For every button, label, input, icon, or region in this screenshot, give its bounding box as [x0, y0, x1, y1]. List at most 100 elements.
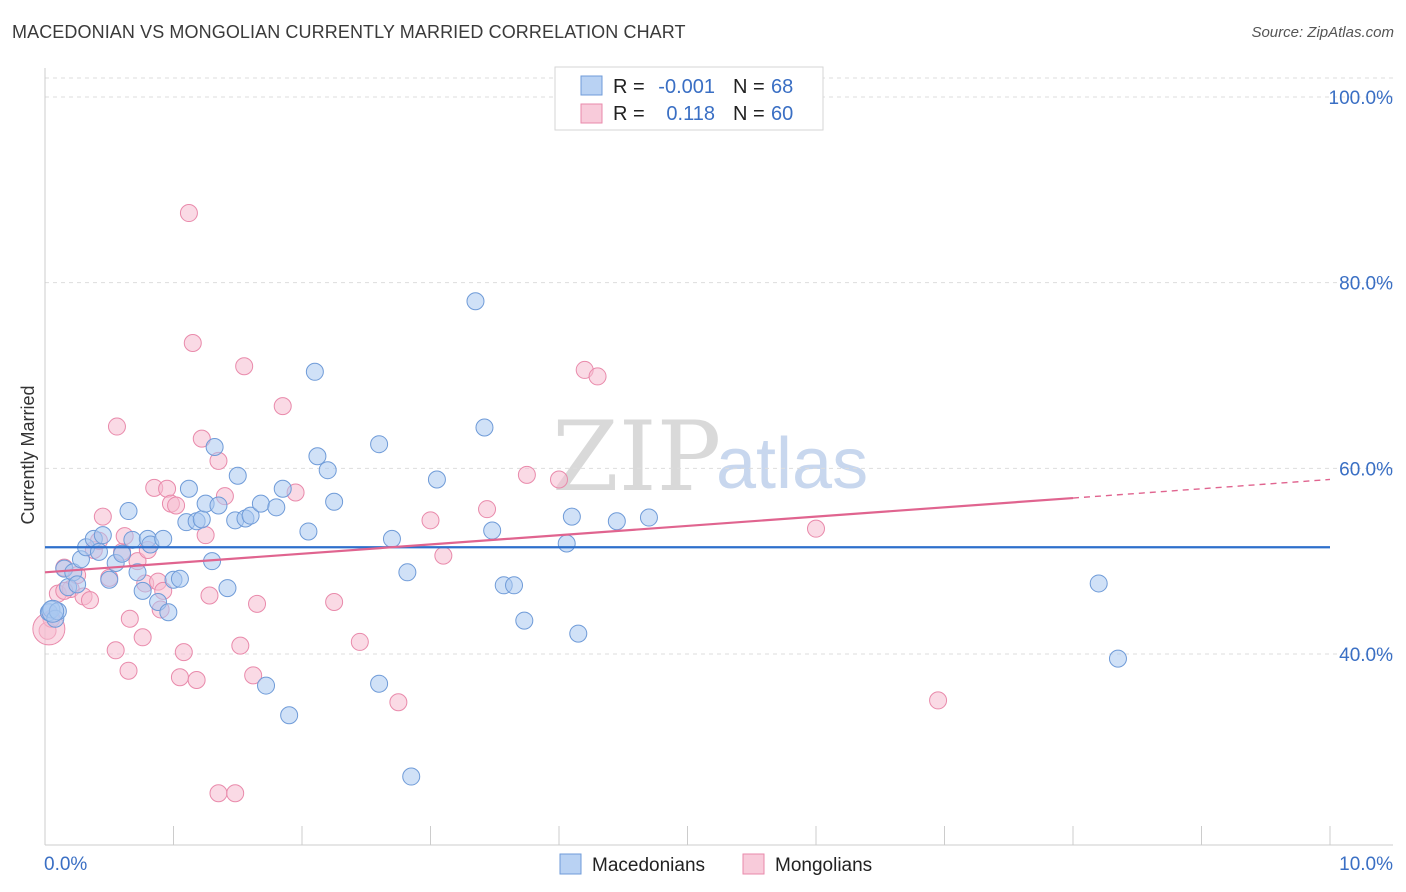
- macedonians-point-54: [402, 767, 421, 786]
- macedonians-point-24: [159, 603, 178, 622]
- macedonians-point-12: [93, 526, 112, 545]
- macedonians-point-51: [370, 674, 389, 693]
- macedonians-point-35: [218, 579, 237, 598]
- legend-n-value-1: 68: [771, 76, 793, 98]
- macedonians-point-62: [557, 534, 576, 553]
- macedonians-point-28: [179, 479, 198, 498]
- legend-mongolians-swatch: [742, 853, 765, 875]
- watermark-zip: ZIP: [552, 401, 721, 513]
- macedonians-point-57: [475, 418, 494, 437]
- chart-title: MACEDONIAN VS MONGOLIAN CURRENTLY MARRIE…: [12, 22, 686, 42]
- watermark-atlas: atlas: [716, 424, 868, 504]
- y-axis-title: Currently Married: [18, 385, 38, 524]
- macedonians-point-44: [280, 706, 299, 725]
- macedonians-swatch: [580, 75, 603, 96]
- mongolians-point-44: [325, 593, 344, 612]
- mongolians-point-50: [550, 470, 568, 489]
- macedonians-point-41: [257, 676, 276, 695]
- source-label: Source: ZipAtlas.com: [1251, 24, 1394, 41]
- mongolians-point-38: [231, 636, 250, 655]
- macedonians-point-64: [569, 624, 588, 643]
- mongolians-point-54: [226, 784, 245, 803]
- mongolians-point-40: [244, 666, 263, 685]
- legend-r-label-1: R =: [613, 76, 645, 98]
- macedonians-cluster-point: [41, 599, 65, 623]
- mongolians-point-39: [235, 357, 254, 376]
- macedonians-point-13: [100, 570, 119, 589]
- mongolians-point-35: [200, 586, 219, 605]
- mongolians-point-13: [107, 417, 126, 436]
- mongolians-point-16: [120, 609, 139, 628]
- macedonians-point-67: [1089, 574, 1108, 593]
- macedonians-point-40: [251, 494, 270, 513]
- y-tick-label-60: 60.0%: [1339, 459, 1393, 480]
- legend-r-label-2: R =: [613, 103, 645, 125]
- macedonians-point-16: [119, 502, 138, 521]
- mongolians-point-27: [167, 496, 186, 515]
- mongolians-trend-extension: [1072, 478, 1331, 499]
- mongolians-swatch: [580, 103, 603, 124]
- macedonians-point-11: [89, 542, 108, 561]
- mongolians-point-41: [248, 594, 267, 613]
- legend-macedonians-label: Macedonians: [592, 855, 705, 876]
- mongolians-point-59: [517, 465, 536, 484]
- macedonians-point-48: [318, 461, 337, 480]
- stats-legend: R = -0.001 N = 68 R = 0.118 N = 60: [554, 66, 824, 131]
- macedonians-point-34: [209, 496, 228, 515]
- trend-lines: [44, 478, 1331, 574]
- mongolians-point-15: [119, 661, 138, 680]
- x-axis-ticks: [44, 826, 1331, 845]
- mongolians-point-25: [158, 479, 177, 498]
- mongolians-point-56: [929, 691, 948, 710]
- macedonians-point-58: [483, 521, 502, 540]
- legend-n-label-2: N =: [733, 103, 765, 125]
- mongolians-point-47: [421, 511, 440, 530]
- macedonians-point-17: [123, 530, 142, 549]
- mongolians-point-55: [807, 519, 825, 538]
- macedonians-point-45: [299, 522, 318, 541]
- mongolians-point-48: [434, 546, 453, 565]
- y-tick-label-80: 80.0%: [1339, 274, 1393, 295]
- mongolians-point-32: [187, 670, 206, 689]
- legend-r-value-2: 0.118: [666, 103, 715, 125]
- y-tick-label-40: 40.0%: [1339, 645, 1393, 666]
- mongolians-point-7: [80, 591, 99, 610]
- macedonians-point-18: [128, 563, 147, 582]
- mongolians-point-30: [179, 204, 198, 223]
- legend-r-value-1: -0.001: [658, 76, 715, 98]
- macedonians-point-37: [228, 466, 247, 485]
- macedonians-point-46: [305, 362, 324, 381]
- mongolians-point-31: [183, 334, 202, 353]
- macedonians-point-61: [515, 611, 534, 630]
- macedonians-point-65: [607, 512, 626, 531]
- mongolians-point-10: [93, 507, 112, 526]
- series-legend: Macedonians Mongolians: [559, 853, 872, 876]
- legend-mongolians-label: Mongolians: [775, 855, 872, 876]
- mongolians-point-28: [170, 668, 189, 687]
- mongolians-point-18: [133, 628, 152, 647]
- macedonians-point-23: [154, 529, 173, 548]
- macedonians-point-60: [505, 576, 524, 595]
- macedonians-point-19: [133, 581, 152, 600]
- macedonians-point-53: [398, 563, 417, 582]
- macedonians-point-56: [466, 292, 485, 311]
- mongolians-trend-line: [44, 496, 1074, 574]
- macedonians-point-7: [68, 575, 87, 594]
- macedonians-point-15: [113, 544, 132, 563]
- macedonians-point-55: [427, 470, 446, 489]
- y-tick-label-100: 100.0%: [1329, 88, 1394, 109]
- y-axis-labels: 40.0% 60.0% 80.0% 100.0%: [1329, 88, 1394, 666]
- macedonians-point-47: [308, 447, 327, 466]
- macedonians-point-30: [192, 510, 211, 529]
- x-tick-label-max: 10.0%: [1339, 854, 1393, 875]
- mongolians-point-49: [478, 500, 497, 519]
- legend-macedonians-swatch: [559, 853, 582, 875]
- mongolians-point-52: [588, 367, 607, 386]
- legend-n-label-1: N =: [733, 76, 765, 98]
- mongolians-point-53: [209, 784, 228, 803]
- mongolians-point-45: [350, 632, 369, 651]
- mongolians-point-33: [192, 429, 211, 448]
- mongolians-point-46: [389, 693, 408, 712]
- x-tick-label-min: 0.0%: [44, 854, 87, 875]
